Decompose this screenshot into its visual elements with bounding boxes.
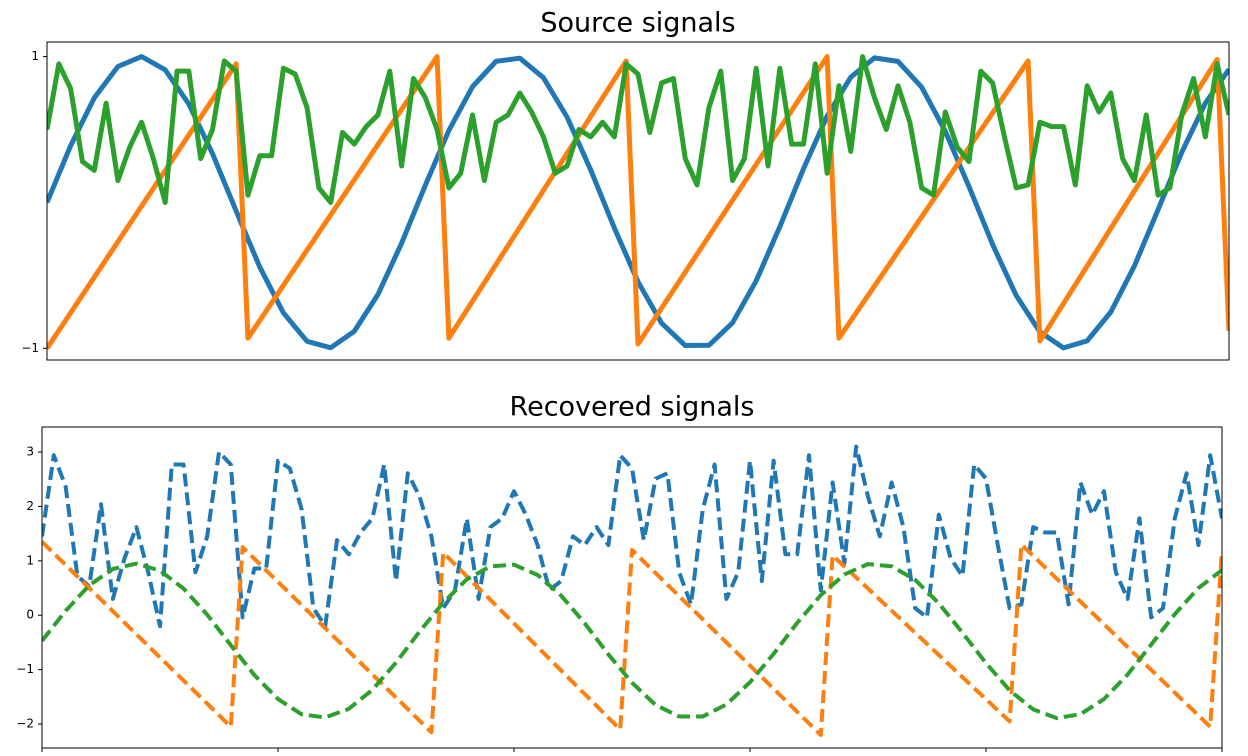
y-tick-label: 2	[26, 499, 34, 513]
series-line	[42, 540, 1222, 737]
y-tick-label: 3	[26, 445, 34, 459]
x-tick-label: 40	[506, 755, 521, 756]
axes-frame	[41, 426, 1223, 749]
y-tick-label: −1	[16, 662, 34, 676]
series-line	[42, 444, 1222, 629]
y-tick-label: −1	[21, 341, 39, 355]
y-tick-label: 1	[31, 49, 39, 63]
series-line	[47, 54, 1229, 350]
y-tick-label: 1	[26, 553, 34, 567]
plot-area	[47, 54, 1229, 351]
x-tick-label: 20	[270, 755, 285, 756]
x-tick-label: 0	[38, 755, 46, 756]
axes-frame	[46, 41, 1230, 361]
chart-title: Recovered signals	[510, 392, 755, 423]
series-line	[42, 561, 1222, 721]
y-tick-label: −2	[16, 717, 34, 731]
y-tick-label: 0	[26, 608, 34, 622]
chart-title: Source signals	[540, 8, 735, 39]
x-tick-label: 100	[1211, 755, 1234, 756]
plot-area	[42, 444, 1222, 737]
x-tick-label: 60	[742, 755, 757, 756]
x-tick-label: 80	[978, 755, 993, 756]
series-line	[47, 54, 1229, 205]
